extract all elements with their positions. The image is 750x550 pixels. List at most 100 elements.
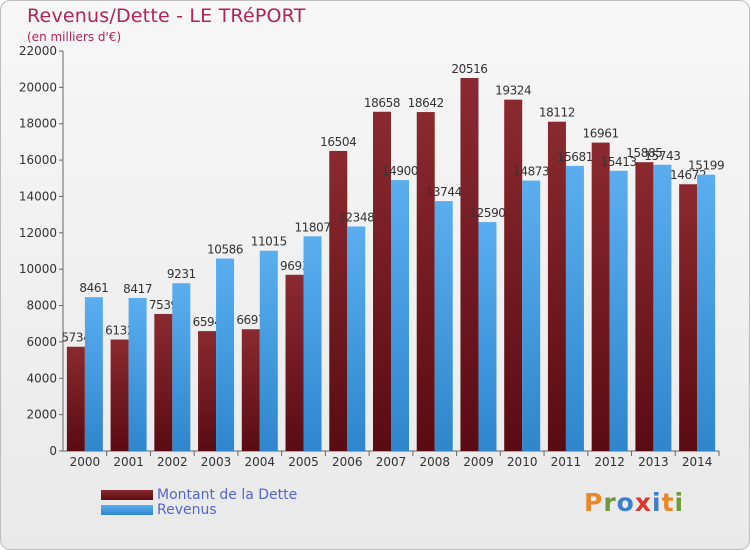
data-label-revenus: 9231 — [167, 267, 196, 281]
y-tick-label: 18000 — [19, 117, 57, 131]
data-label-revenus: 8461 — [79, 281, 108, 295]
bar-revenus — [522, 180, 541, 451]
logo-letter: x — [634, 488, 652, 517]
logo-letter: r — [603, 488, 617, 517]
proxiti-logo: Proxiti — [584, 488, 684, 517]
data-label-dette: 20516 — [451, 62, 487, 76]
y-tick-label: 14000 — [19, 189, 57, 203]
logo-letter: i — [652, 488, 662, 517]
bar-dette — [373, 111, 391, 451]
bar-revenus — [172, 283, 191, 451]
data-label-dette: 7539 — [149, 298, 178, 312]
x-tick-label: 2008 — [419, 455, 450, 469]
data-label-revenus: 11015 — [251, 235, 287, 249]
data-label-revenus: 15199 — [688, 159, 724, 173]
x-tick-label: 2002 — [157, 455, 188, 469]
data-label-dette: 6594 — [193, 315, 222, 329]
bar-dette — [679, 184, 698, 451]
x-tick-label: 2004 — [245, 455, 276, 469]
bar-dette — [198, 331, 217, 451]
y-tick-label: 6000 — [26, 335, 57, 349]
legend-swatch-dette — [101, 489, 153, 500]
bar-revenus — [128, 297, 147, 451]
bar-revenus — [609, 170, 628, 451]
data-label-dette: 18658 — [364, 96, 400, 110]
data-label-revenus: 13744 — [426, 185, 462, 199]
bar-dette — [241, 329, 260, 451]
data-label-dette: 6132 — [105, 324, 134, 338]
y-tick-label: 16000 — [19, 153, 57, 167]
data-label-revenus: 8417 — [123, 282, 152, 296]
y-tick-label: 0 — [49, 444, 57, 458]
data-label-dette: 16961 — [583, 127, 619, 141]
data-label-revenus: 11807 — [294, 220, 330, 234]
y-tick-label: 12000 — [19, 226, 57, 240]
data-label-dette: 9693 — [280, 259, 309, 273]
data-label-dette: 19324 — [495, 84, 531, 98]
bar-dette — [154, 313, 173, 451]
legend-item-revenus: Revenus — [101, 501, 297, 518]
data-label-dette: 15885 — [626, 146, 662, 160]
legend-label-revenus: Revenus — [157, 501, 217, 518]
x-tick-label: 2014 — [682, 455, 713, 469]
bar-dette — [460, 77, 479, 452]
bar-dette — [110, 339, 129, 451]
bar-revenus — [216, 258, 235, 451]
data-label-dette: 18642 — [408, 96, 444, 110]
data-label-dette: 16504 — [320, 135, 356, 149]
logo-letter: t — [661, 488, 675, 517]
data-label-revenus: 14873 — [513, 165, 549, 179]
data-label-dette: 6697 — [236, 313, 265, 327]
bar-revenus — [347, 226, 366, 451]
data-label-revenus: 12590 — [469, 206, 505, 220]
bar-dette — [329, 150, 348, 451]
x-tick-label: 2000 — [70, 455, 101, 469]
bar-revenus — [259, 250, 278, 451]
x-tick-label: 2013 — [638, 455, 669, 469]
data-label-revenus: 12348 — [338, 210, 374, 224]
bar-revenus — [391, 180, 409, 451]
data-label-revenus: 10586 — [207, 243, 243, 257]
x-tick-label: 2001 — [113, 455, 144, 469]
y-tick-label: 22000 — [19, 44, 57, 58]
bar-dette — [416, 112, 435, 452]
x-tick-label: 2006 — [332, 455, 363, 469]
bar-dette — [285, 274, 304, 451]
bar-dette — [547, 121, 566, 451]
x-tick-label: 2009 — [463, 455, 494, 469]
data-label-revenus: 15743 — [644, 149, 680, 163]
legend-swatch-revenus — [101, 504, 153, 515]
bar-dette — [504, 99, 523, 452]
logo-letter: o — [616, 488, 635, 517]
data-label-revenus: 14900 — [382, 164, 418, 178]
y-tick-label: 4000 — [26, 371, 57, 385]
chart-title: Revenus/Dette - LE TRéPORT — [27, 5, 306, 27]
bar-revenus — [84, 297, 103, 451]
x-tick-label: 2005 — [288, 455, 319, 469]
y-tick-label: 2000 — [26, 408, 57, 422]
y-tick-label: 8000 — [26, 299, 57, 313]
y-tick-label: 20000 — [19, 80, 57, 94]
bar-revenus — [697, 174, 716, 451]
bar-revenus — [478, 222, 497, 451]
legend: Montant de la Dette Revenus — [101, 487, 297, 518]
data-label-dette: 18112 — [539, 106, 575, 120]
x-tick-label: 2003 — [201, 455, 232, 469]
x-tick-label: 2012 — [594, 455, 625, 469]
data-label-revenus: 15413 — [601, 155, 637, 169]
bar-revenus — [653, 164, 672, 451]
logo-letter: P — [584, 488, 604, 517]
bar-dette — [591, 142, 610, 452]
legend-item-dette: Montant de la Dette — [101, 487, 297, 503]
data-label-revenus: 15681 — [557, 150, 593, 164]
bar-dette — [66, 346, 85, 451]
bar-revenus — [434, 201, 453, 451]
chart-subtitle: (en milliers d'€) — [27, 30, 122, 44]
x-tick-label: 2010 — [507, 455, 538, 469]
bar-revenus — [565, 165, 584, 451]
bar-revenus — [303, 236, 322, 451]
x-tick-label: 2011 — [551, 455, 582, 469]
data-label-dette: 5734 — [61, 331, 90, 345]
